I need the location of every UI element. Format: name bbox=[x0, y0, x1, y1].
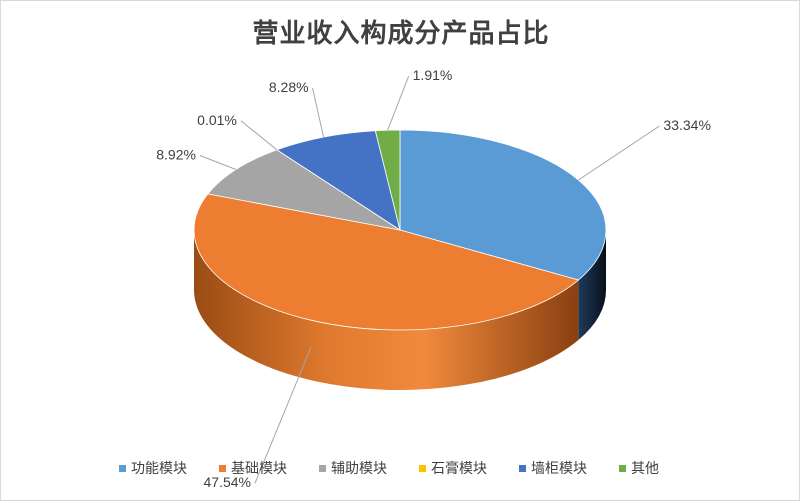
legend-label-5: 其他 bbox=[631, 461, 659, 477]
chart-title: 营业收入构成分产品占比 bbox=[252, 19, 550, 49]
legend-label-4: 墙柜模块 bbox=[531, 461, 587, 477]
data-label-3: 0.01% bbox=[197, 112, 237, 128]
slice-side-0 bbox=[578, 230, 606, 341]
legend-swatch-5 bbox=[619, 465, 626, 472]
legend-label-3: 石膏模块 bbox=[431, 460, 487, 477]
leader-line-3 bbox=[240, 120, 278, 151]
leader-line-4 bbox=[312, 88, 325, 138]
pie-sides bbox=[194, 230, 606, 390]
leader-line-5 bbox=[387, 75, 410, 131]
leader-line-2 bbox=[199, 155, 237, 170]
slice-1 bbox=[193, 193, 580, 331]
data-label-2: 8.92% bbox=[156, 147, 196, 163]
legend-label-0: 功能模块 bbox=[131, 461, 187, 477]
legend-label-1: 基础模块 bbox=[231, 460, 287, 477]
legend-swatch-3 bbox=[419, 465, 426, 472]
legend: 功能模块 基础模块 辅助模块 石膏模块 墙柜模块 其他 bbox=[119, 460, 659, 477]
slice-0 bbox=[399, 129, 607, 281]
slice-4 bbox=[276, 130, 401, 231]
slice-side-1 bbox=[194, 230, 579, 390]
data-label-5: 1.91% bbox=[413, 67, 453, 83]
data-label-4: 8.28% bbox=[269, 79, 309, 95]
leader-line-1 bbox=[254, 346, 312, 484]
legend-label-2: 辅助模块 bbox=[331, 461, 387, 477]
legend-swatch-4 bbox=[519, 465, 526, 472]
data-label-1: 47.54% bbox=[204, 474, 251, 490]
data-labels: 33.34% 47.54% 8.92% 0.01% 8.28% 1.91% bbox=[156, 67, 711, 490]
data-label-0: 33.34% bbox=[663, 117, 710, 133]
legend-swatch-2 bbox=[319, 465, 326, 472]
pie-slices bbox=[193, 129, 607, 331]
leader-lines bbox=[199, 75, 660, 484]
legend-swatch-1 bbox=[219, 465, 226, 472]
leader-line-0 bbox=[578, 125, 660, 181]
legend-swatch-0 bbox=[119, 465, 126, 472]
slice-2 bbox=[207, 149, 401, 231]
